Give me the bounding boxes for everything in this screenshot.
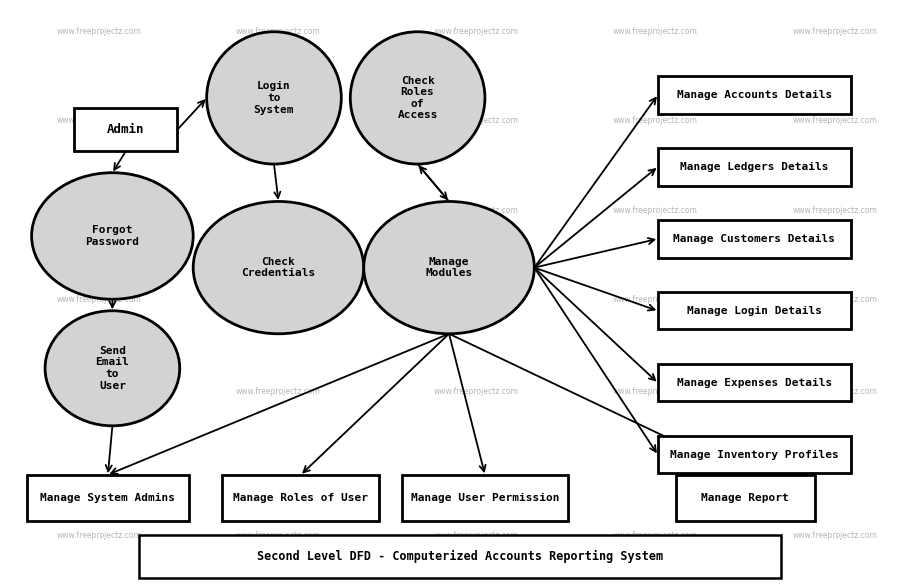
Text: www.freeprojectz.com: www.freeprojectz.com (57, 27, 141, 36)
Bar (27, 475, 189, 521)
Text: www.freeprojectz.com: www.freeprojectz.com (57, 387, 141, 396)
Text: Manage User Permission: Manage User Permission (410, 492, 559, 502)
Text: Manage Customers Details: Manage Customers Details (673, 234, 835, 244)
Text: www.freeprojectz.com: www.freeprojectz.com (792, 205, 878, 215)
Ellipse shape (45, 311, 180, 426)
Bar (139, 535, 781, 578)
Ellipse shape (31, 173, 193, 299)
Text: www.freeprojectz.com: www.freeprojectz.com (613, 531, 698, 539)
Text: Manage Expenses Details: Manage Expenses Details (677, 377, 832, 387)
Ellipse shape (207, 32, 342, 164)
Text: www.freeprojectz.com: www.freeprojectz.com (236, 387, 321, 396)
Text: Manage Login Details: Manage Login Details (687, 306, 822, 316)
Text: www.freeprojectz.com: www.freeprojectz.com (792, 531, 878, 539)
Text: www.freeprojectz.com: www.freeprojectz.com (236, 27, 321, 36)
Text: www.freeprojectz.com: www.freeprojectz.com (433, 531, 518, 539)
Text: Manage Accounts Details: Manage Accounts Details (677, 90, 832, 100)
Text: Forgot
Password: Forgot Password (85, 225, 139, 247)
Text: Manage Inventory Profiles: Manage Inventory Profiles (670, 450, 839, 460)
Text: www.freeprojectz.com: www.freeprojectz.com (57, 205, 141, 215)
Bar (658, 436, 851, 473)
Text: www.freeprojectz.com: www.freeprojectz.com (613, 116, 698, 126)
Text: www.freeprojectz.com: www.freeprojectz.com (613, 295, 698, 303)
Text: Manage Ledgers Details: Manage Ledgers Details (680, 162, 828, 172)
Text: www.freeprojectz.com: www.freeprojectz.com (236, 116, 321, 126)
Text: www.freeprojectz.com: www.freeprojectz.com (236, 205, 321, 215)
Text: www.freeprojectz.com: www.freeprojectz.com (349, 541, 567, 558)
Text: www.freeprojectz.com: www.freeprojectz.com (236, 295, 321, 303)
Text: Check
Credentials: Check Credentials (241, 257, 316, 278)
Text: Manage Roles of User: Manage Roles of User (234, 492, 368, 502)
Text: Send
Email
to
User: Send Email to User (95, 346, 129, 391)
Text: www.freeprojectz.com: www.freeprojectz.com (433, 205, 518, 215)
Bar (658, 292, 851, 329)
Text: Login
to
System: Login to System (254, 81, 294, 114)
Text: www.freeprojectz.com: www.freeprojectz.com (792, 27, 878, 36)
Text: www.freeprojectz.com: www.freeprojectz.com (433, 27, 518, 36)
Text: www.freeprojectz.com: www.freeprojectz.com (792, 116, 878, 126)
Text: Second Level DFD - Computerized Accounts Reporting System: Second Level DFD - Computerized Accounts… (256, 550, 663, 563)
Bar (658, 220, 851, 258)
Text: Admin: Admin (107, 123, 145, 136)
Text: www.freeprojectz.com: www.freeprojectz.com (433, 295, 518, 303)
Bar (658, 76, 851, 114)
Text: www.freeprojectz.com: www.freeprojectz.com (433, 116, 518, 126)
Bar (658, 149, 851, 185)
Text: www.freeprojectz.com: www.freeprojectz.com (57, 116, 141, 126)
Text: Manage Report: Manage Report (702, 492, 789, 502)
Text: Manage System Admins: Manage System Admins (40, 492, 175, 502)
Bar (223, 475, 379, 521)
Ellipse shape (193, 201, 364, 334)
Ellipse shape (364, 201, 534, 334)
Text: www.freeprojectz.com: www.freeprojectz.com (792, 295, 878, 303)
Bar (402, 475, 568, 521)
Bar (676, 475, 815, 521)
Text: www.freeprojectz.com: www.freeprojectz.com (613, 387, 698, 396)
Text: www.freeprojectz.com: www.freeprojectz.com (433, 387, 518, 396)
Text: Check
Roles
of
Access: Check Roles of Access (398, 76, 438, 120)
Ellipse shape (350, 32, 485, 164)
Text: www.freeprojectz.com: www.freeprojectz.com (613, 27, 698, 36)
Text: www.freeprojectz.com: www.freeprojectz.com (57, 531, 141, 539)
Bar (658, 364, 851, 402)
Text: www.freeprojectz.com: www.freeprojectz.com (613, 205, 698, 215)
Text: www.freeprojectz.com: www.freeprojectz.com (57, 295, 141, 303)
Text: www.freeprojectz.com: www.freeprojectz.com (236, 531, 321, 539)
Bar (74, 108, 178, 151)
Text: Manage
Modules: Manage Modules (425, 257, 473, 278)
Text: www.freeprojectz.com: www.freeprojectz.com (792, 387, 878, 396)
